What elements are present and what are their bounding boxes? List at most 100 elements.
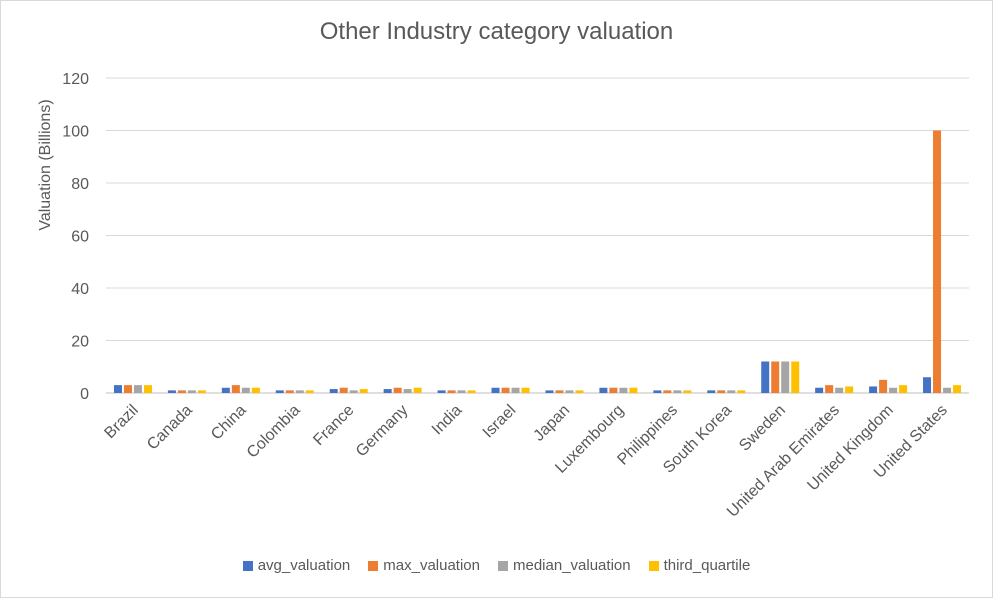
chart-title: Other Industry category valuation: [319, 18, 674, 45]
legend-swatch: [368, 560, 379, 571]
legend-label: avg_valuation: [257, 557, 351, 574]
bar-third_quartile: [899, 385, 908, 393]
bar-third_quartile: [629, 387, 638, 393]
bar-third_quartile: [359, 389, 368, 393]
bar-median_valuation: [457, 390, 466, 393]
bar-third_quartile: [953, 385, 962, 393]
bar-median_valuation: [565, 390, 574, 393]
bar-median_valuation: [673, 390, 682, 393]
bar-avg_valuation: [437, 390, 446, 393]
gridlines: [106, 77, 969, 394]
bars: [113, 130, 962, 393]
legend-label: max_valuation: [383, 557, 480, 574]
bar-median_valuation: [781, 361, 790, 393]
legend-swatch: [242, 560, 253, 571]
y-tick-label: 60: [71, 229, 89, 246]
bar-third_quartile: [683, 390, 692, 393]
bar-third_quartile: [305, 390, 314, 393]
bar-third_quartile: [467, 390, 476, 393]
bar-median_valuation: [133, 385, 142, 393]
bar-avg_valuation: [923, 377, 932, 393]
bar-third_quartile: [413, 387, 422, 393]
bar-avg_valuation: [167, 390, 176, 393]
bar-avg_valuation: [545, 390, 554, 393]
bar-avg_valuation: [653, 390, 662, 393]
x-tick-label: Brazil: [101, 402, 141, 442]
bar-median_valuation: [403, 389, 412, 393]
bar-max_valuation: [393, 387, 402, 393]
bar-median_valuation: [349, 390, 358, 393]
y-tick-label: 20: [71, 334, 89, 351]
bar-third_quartile: [251, 387, 260, 393]
legend-item: avg_valuation: [242, 557, 351, 574]
bar-avg_valuation: [275, 390, 284, 393]
bar-max_valuation: [825, 385, 834, 393]
y-tick-label: 80: [71, 176, 89, 193]
x-tick-label: Colombia: [244, 402, 304, 462]
bar-third_quartile: [575, 390, 584, 393]
bar-max_valuation: [231, 385, 240, 393]
bar-third_quartile: [521, 387, 530, 393]
y-axis-label: Valuation (Billions): [37, 99, 54, 230]
bar-median_valuation: [295, 390, 304, 393]
bar-median_valuation: [511, 387, 520, 393]
bar-median_valuation: [835, 387, 844, 393]
bar-median_valuation: [943, 387, 952, 393]
bar-median_valuation: [241, 387, 250, 393]
bar-avg_valuation: [491, 387, 500, 393]
x-tick-label: India: [429, 402, 466, 439]
bar-third_quartile: [143, 385, 152, 393]
y-tick-label: 120: [62, 71, 89, 88]
bar-max_valuation: [123, 385, 132, 393]
bar-avg_valuation: [221, 387, 230, 393]
bar-max_valuation: [177, 390, 186, 393]
bar-max_valuation: [339, 387, 348, 393]
bar-max_valuation: [879, 379, 888, 393]
legend-item: median_valuation: [498, 557, 631, 574]
x-tick-label: Sweden: [736, 402, 789, 455]
bar-max_valuation: [933, 130, 942, 393]
legend-item: third_quartile: [648, 557, 751, 574]
y-tick-label: 0: [80, 386, 89, 403]
bar-max_valuation: [555, 390, 564, 393]
x-tick-label: Germany: [353, 402, 412, 461]
x-tick-label: Israel: [480, 402, 520, 442]
bar-max_valuation: [447, 390, 456, 393]
legend: avg_valuation max_valuation median_valuati…: [0, 557, 993, 574]
bar-avg_valuation: [707, 390, 716, 393]
bar-median_valuation: [187, 390, 196, 393]
legend-label: third_quartile: [663, 557, 751, 574]
legend-swatch: [648, 560, 659, 571]
bar-avg_valuation: [869, 386, 878, 393]
legend-label: median_valuation: [513, 557, 631, 574]
x-tick-label: Japan: [530, 402, 573, 445]
bar-third_quartile: [845, 386, 854, 393]
bar-third_quartile: [737, 390, 746, 393]
bar-median_valuation: [619, 387, 628, 393]
x-tick-label: China: [208, 402, 250, 444]
x-tick-label: Canada: [144, 402, 196, 454]
x-tick-label: France: [310, 402, 357, 449]
legend-swatch: [498, 560, 508, 571]
bar-avg_valuation: [599, 387, 608, 393]
bar-max_valuation: [609, 387, 618, 393]
bar-max_valuation: [501, 387, 510, 393]
bar-third_quartile: [197, 390, 206, 393]
bar-third_quartile: [791, 361, 800, 393]
bar-avg_valuation: [815, 387, 824, 393]
bar-max_valuation: [717, 390, 726, 393]
bar-median_valuation: [727, 390, 736, 393]
bar-max_valuation: [285, 390, 294, 393]
bar-max_valuation: [663, 390, 672, 393]
bar-avg_valuation: [383, 389, 392, 393]
legend-item: max_valuation: [368, 557, 480, 574]
bar-avg_valuation: [761, 361, 770, 393]
y-axis-ticks: 0 20 40 60 80 100 120: [62, 71, 89, 403]
bar-avg_valuation: [113, 385, 122, 393]
bar-max_valuation: [771, 361, 780, 393]
y-tick-label: 40: [71, 281, 89, 298]
y-tick-label: 100: [62, 124, 89, 141]
